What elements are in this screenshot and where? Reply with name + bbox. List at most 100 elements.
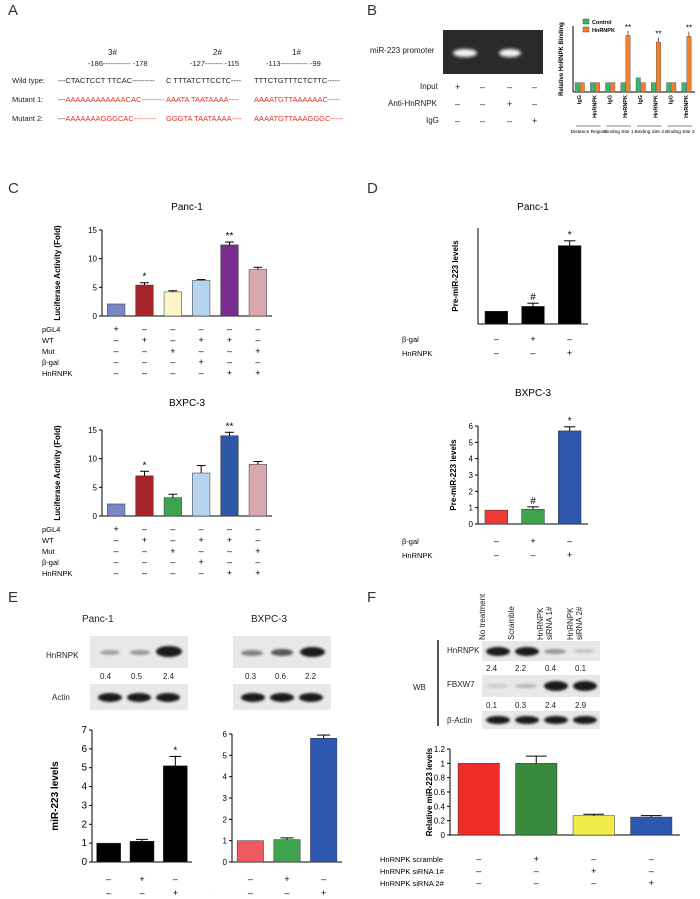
condition-mark: +	[530, 536, 535, 546]
condition-mark: –	[255, 557, 260, 567]
bar-group-label: IgG	[577, 95, 583, 104]
y-tick-label: 1	[469, 504, 474, 513]
wt-seq-3: ---CTACTCCT TTCAC---------	[58, 76, 155, 85]
bar	[220, 435, 239, 517]
y-tick-label: 0.4	[434, 802, 446, 811]
blot-band	[241, 650, 263, 656]
bar-group-label: HnRNPK	[684, 95, 690, 118]
y-axis-label: Pre-miR-223 levels	[451, 240, 460, 312]
condition-mark: –	[142, 568, 147, 578]
condition-mark: –	[170, 324, 175, 334]
condition-mark: –	[284, 888, 289, 898]
y-tick-label: 0	[93, 512, 98, 521]
bar	[163, 291, 182, 317]
bar	[163, 765, 188, 863]
blot-band	[544, 716, 568, 724]
position-1: -113----------- -99	[266, 59, 321, 68]
y-tick-label: 6	[223, 730, 228, 739]
blot-band	[127, 693, 151, 702]
e-hnrnpk-label: HnRNPK	[46, 651, 79, 660]
gel-mark: –	[507, 82, 513, 92]
y-tick-label: 5	[93, 483, 98, 492]
condition-mark: +	[227, 368, 232, 378]
e-left-val-2: 0.5	[131, 672, 143, 681]
condition-mark: –	[199, 324, 204, 334]
bar	[96, 842, 121, 863]
y-tick-label: 15	[88, 226, 97, 235]
binding-chart: Relative HnRNPK Binding Control HnRNPK IgG H…	[559, 18, 695, 135]
condition-label: pGL4	[42, 325, 60, 334]
condition-mark: –	[114, 346, 119, 356]
significance-mark: **	[226, 421, 234, 432]
y-tick-label: 0	[81, 857, 87, 868]
condition-mark: +	[649, 878, 654, 888]
bar	[521, 306, 545, 325]
condition-mark: –	[248, 888, 253, 898]
condition-mark: –	[114, 335, 119, 345]
condition-mark: –	[170, 535, 175, 545]
e-left-hnrnpk-blot	[90, 636, 188, 668]
bar-group-label: IgG	[608, 95, 614, 104]
group-label: Binding Site 1	[604, 129, 634, 135]
gel-mark: –	[455, 99, 461, 109]
significance-mark: #	[530, 292, 536, 303]
f-lane-1: No treatment	[478, 593, 487, 640]
condition-mark: –	[321, 874, 326, 884]
y-tick-label: 2	[81, 819, 87, 830]
bar	[236, 840, 264, 863]
bar-group-label: HnRNPK	[653, 95, 659, 118]
bar-hnrnpk	[595, 82, 600, 93]
condition-mark: –	[567, 536, 572, 546]
f-hnrnpk-label: HnRNPK	[447, 646, 480, 655]
y-tick-label: 5	[469, 438, 474, 447]
condition-mark: –	[142, 368, 147, 378]
gel-mark: –	[532, 82, 538, 92]
condition-mark: –	[199, 524, 204, 534]
condition-mark: –	[114, 357, 119, 367]
bar-hnrnpk	[671, 82, 677, 93]
y-tick-label: 0.2	[434, 817, 446, 826]
y-tick-label: 3	[469, 471, 474, 480]
condition-mark: –	[170, 524, 175, 534]
f-hnrnpk-val-3: 0.4	[545, 664, 557, 673]
blot-band	[299, 693, 323, 702]
y-tick-label: 3	[81, 800, 87, 811]
condition-mark: +	[255, 568, 260, 578]
significance-mark: *	[568, 230, 572, 241]
bar	[273, 839, 301, 863]
condition-mark: –	[114, 557, 119, 567]
bar	[484, 310, 508, 325]
e-right-actin-blot	[233, 684, 331, 710]
m1-seq-3: AAAAAAAAAAAACAC---------	[65, 95, 164, 104]
condition-mark: –	[255, 535, 260, 545]
panel-label-c: C	[8, 180, 19, 197]
y-tick-label: 1	[81, 838, 87, 849]
gel-band-anti-hnrnpk	[499, 49, 521, 57]
y-tick-label: 0	[223, 858, 228, 867]
condition-mark: –	[199, 546, 204, 556]
row-label-wild-type: Wild type:	[12, 76, 45, 85]
condition-mark: –	[494, 348, 499, 358]
wt-seq-2: C TTTATCTTCCTC----	[166, 76, 241, 85]
condition-mark: –	[255, 524, 260, 534]
condition-mark: –	[199, 368, 204, 378]
y-axis-label: Pre-miR-223 levels	[449, 439, 458, 511]
bar	[129, 841, 155, 863]
condition-mark: –	[591, 854, 596, 864]
e-right-val-3: 2.2	[305, 672, 317, 681]
d-panc1-chart: Panc-1 Pre-miR-223 levels # * β-gal – + – HnRNPK…	[402, 202, 588, 358]
condition-mark: –	[142, 324, 147, 334]
f-fbxw7-label: FBXW7	[447, 680, 475, 689]
condition-label: HnRNPK scramble	[380, 855, 443, 864]
e-actin-label: Actin	[52, 693, 70, 702]
bar-control	[681, 82, 687, 93]
panel-label-d: D	[367, 180, 378, 197]
blot-band	[574, 649, 594, 653]
chip-gel	[443, 30, 543, 74]
significance-mark: *	[143, 272, 147, 283]
condition-mark: –	[494, 536, 499, 546]
condition-mark: +	[591, 866, 596, 876]
bar-group-label: IgG	[669, 95, 675, 104]
legend-swatch-hnrnpk	[582, 26, 590, 33]
